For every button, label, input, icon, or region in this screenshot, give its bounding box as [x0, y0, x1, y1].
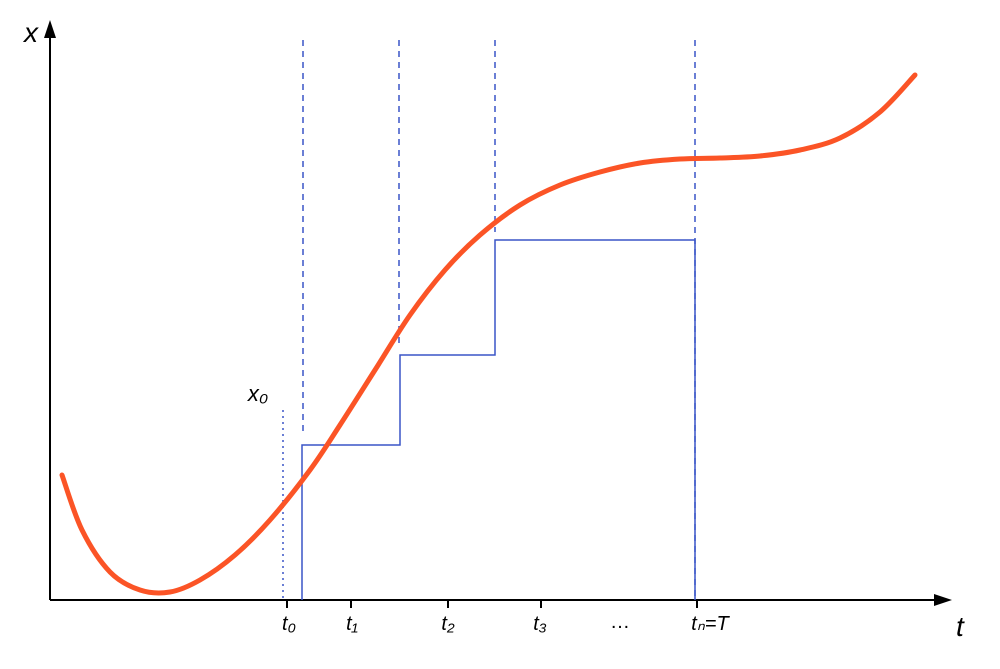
- x-axis-ticks: [287, 600, 697, 608]
- label-t0: t₀: [282, 613, 296, 635]
- tick-labels: x₀ t₀ t₁ t₂ t₃ … tₙ=T: [247, 381, 731, 635]
- dashed-guides: [303, 40, 695, 600]
- label-t2: t₂: [441, 613, 455, 635]
- y-axis-arrowhead: [44, 20, 56, 38]
- euler-step-line: [302, 240, 695, 600]
- x-axis-label: t: [956, 611, 965, 642]
- label-tn: tₙ=T: [691, 613, 730, 635]
- label-dots: …: [610, 611, 630, 633]
- axes: x t: [22, 17, 965, 642]
- label-t1: t₁: [346, 613, 358, 635]
- label-t3: t₃: [533, 613, 547, 635]
- label-x0: x₀: [247, 381, 268, 406]
- euler-method-diagram: x t x₀ t₀ t₁ t₂ t₃ … tₙ=T: [0, 0, 1000, 669]
- y-axis-label: x: [22, 17, 39, 48]
- solution-curve: [62, 75, 915, 593]
- x-axis-arrowhead: [934, 594, 952, 606]
